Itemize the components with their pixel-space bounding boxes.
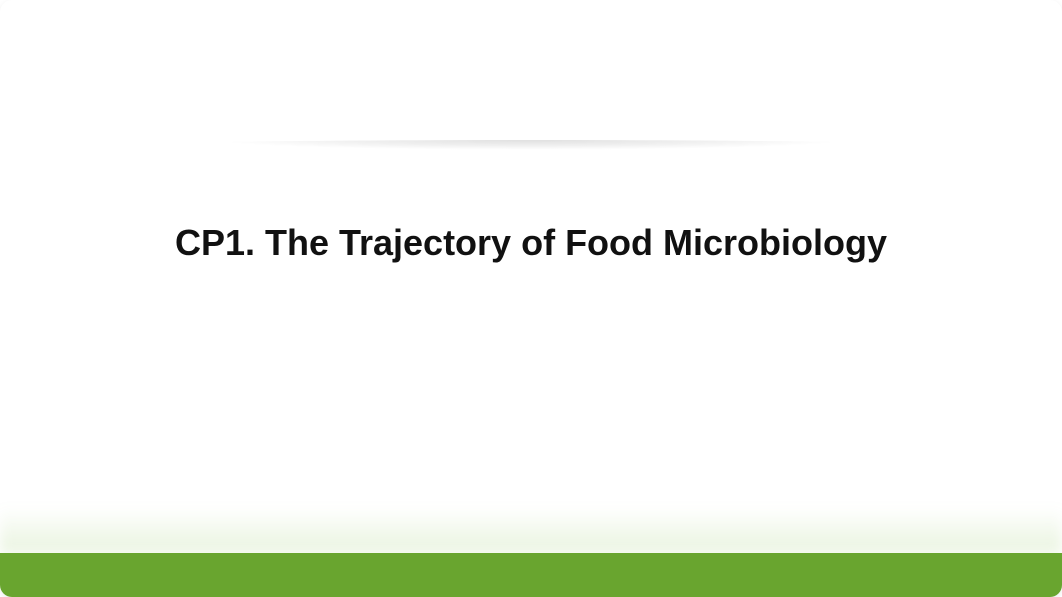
slide-title: CP1. The Trajectory of Food Microbiology bbox=[0, 222, 1062, 264]
slide: CP1. The Trajectory of Food Microbiology bbox=[0, 0, 1062, 597]
top-divider bbox=[80, 140, 982, 154]
bottom-band bbox=[0, 553, 1062, 597]
